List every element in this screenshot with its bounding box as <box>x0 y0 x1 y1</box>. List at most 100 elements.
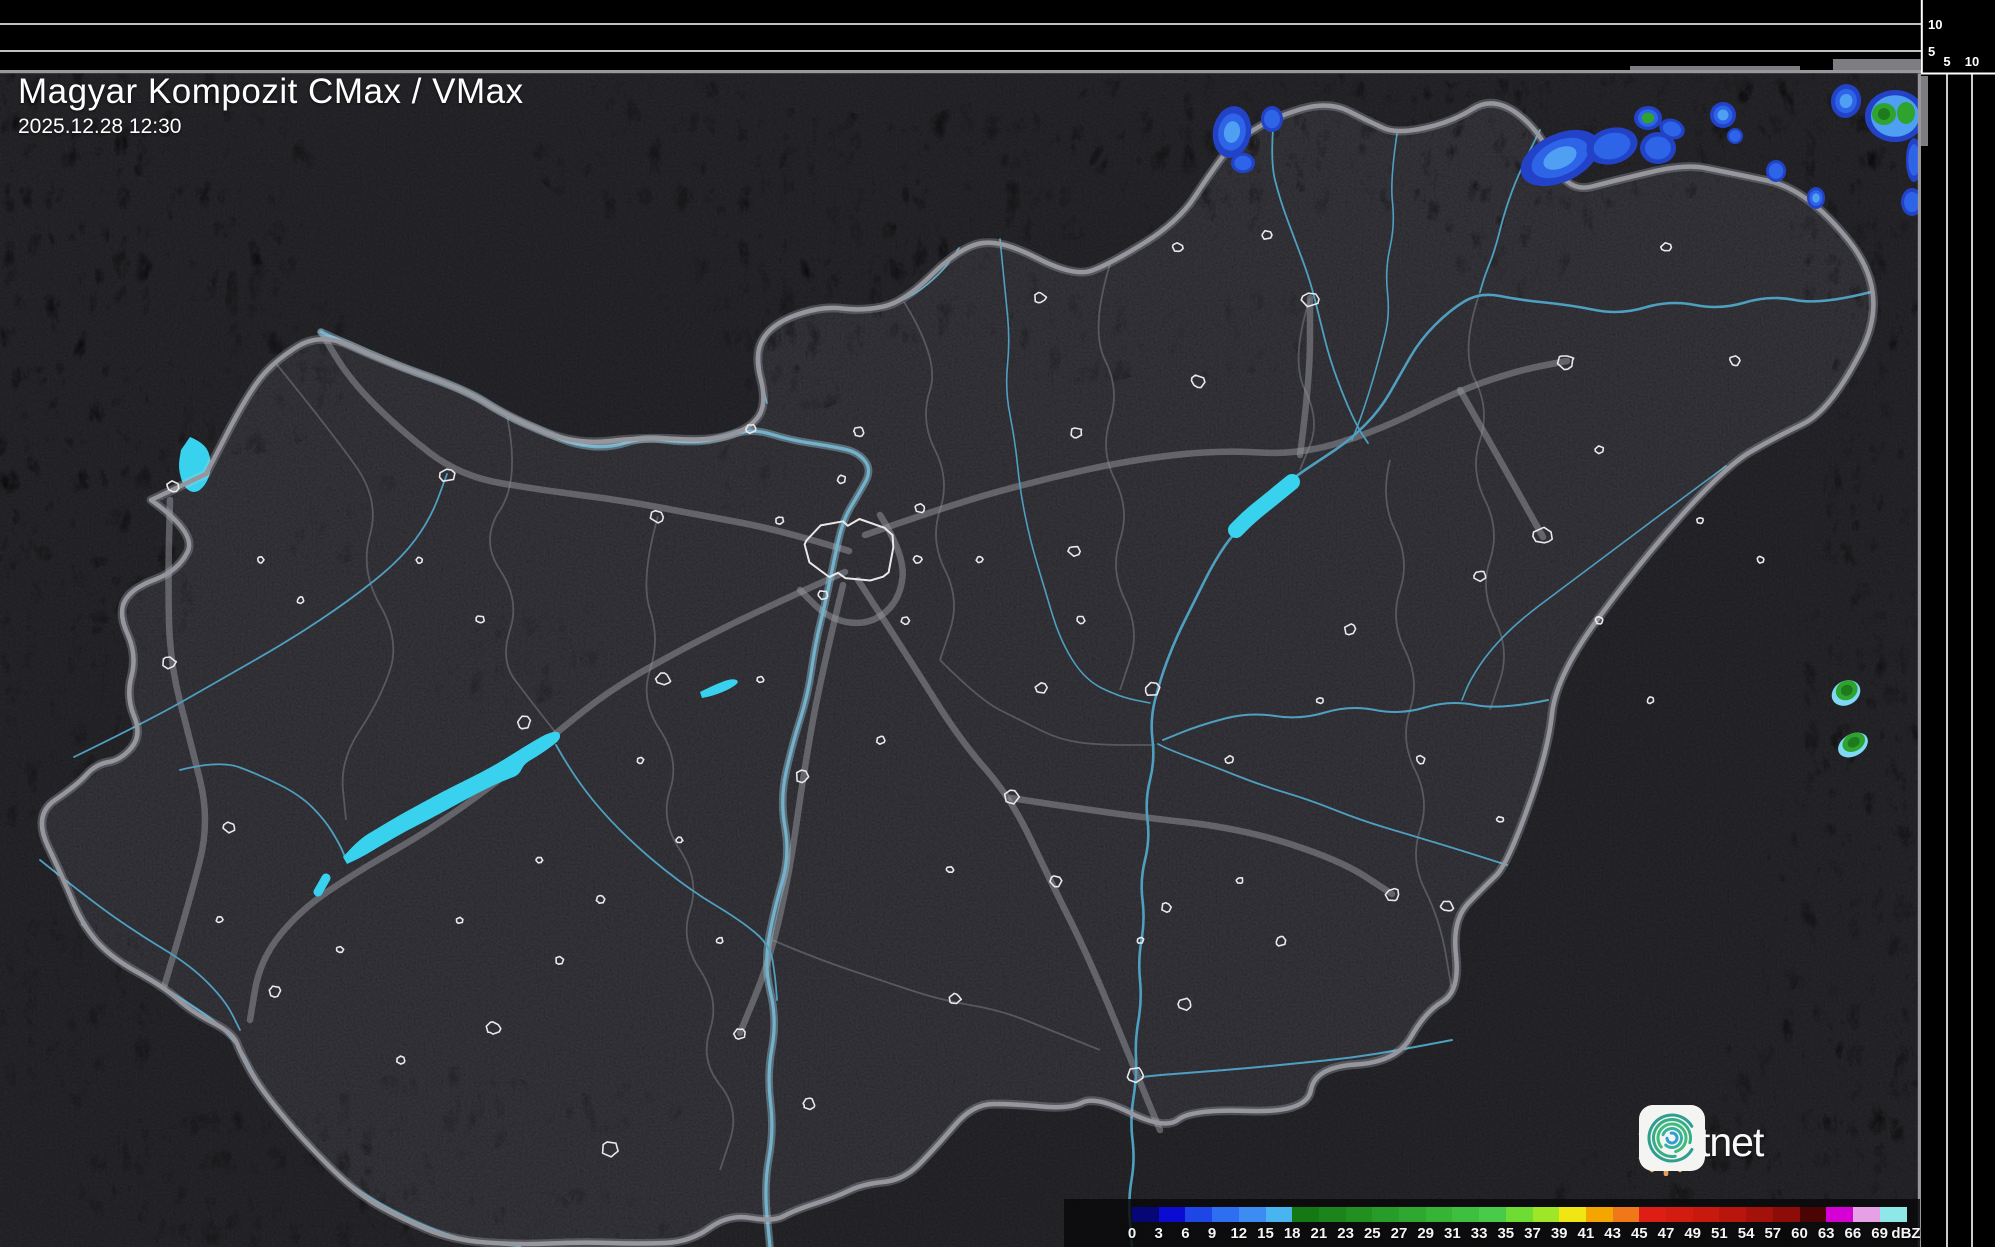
radar-echo <box>1586 127 1638 165</box>
radar-echo <box>1261 106 1283 132</box>
legend-tick-label: 27 <box>1390 1225 1408 1242</box>
city-outline <box>335 945 345 954</box>
legend-tick-label: 29 <box>1417 1225 1435 1242</box>
radar-echo <box>1640 132 1676 164</box>
budapest-outline <box>803 518 895 582</box>
legend-color-cell <box>1318 1207 1347 1222</box>
city-outline <box>222 821 236 834</box>
met-app-icon <box>1639 1105 1705 1171</box>
legend-color-cell <box>1585 1207 1614 1222</box>
city-outline <box>795 769 810 784</box>
city-outline <box>516 715 532 730</box>
city-outline <box>802 1097 816 1111</box>
city-outline <box>415 556 424 565</box>
legend-tick-label: 18 <box>1283 1225 1301 1242</box>
city-outline <box>395 1055 406 1065</box>
city-outline <box>1594 615 1604 625</box>
city-outline <box>636 756 645 765</box>
map-top-border <box>0 70 1921 74</box>
legend-color-cell <box>1212 1207 1240 1222</box>
legend-color-cell <box>1479 1207 1507 1222</box>
city-outline <box>756 675 765 684</box>
city-outline <box>1729 355 1741 367</box>
legend-color-cell <box>1772 1207 1800 1222</box>
city-outline <box>1696 517 1705 525</box>
legend-tick-label: 31 <box>1444 1225 1461 1242</box>
legend-color-cell <box>1238 1207 1266 1222</box>
legend-tick-label: 9 <box>1207 1225 1217 1242</box>
legend-tick-label: 63 <box>1817 1225 1835 1242</box>
city-outline <box>1556 355 1575 371</box>
legend-color-cell <box>1292 1207 1320 1222</box>
city-outline <box>535 856 544 864</box>
radar-echo <box>1231 153 1255 173</box>
city-outline <box>912 555 923 564</box>
country-border <box>37 98 1878 1247</box>
top-panel-projection <box>1630 66 1800 70</box>
radar-echo <box>1831 680 1861 706</box>
city-outline <box>296 596 305 605</box>
city-outline <box>945 866 955 874</box>
legend-tick-label: 57 <box>1764 1225 1782 1242</box>
legend-tick-label: 51 <box>1711 1225 1728 1242</box>
city-outline <box>1275 935 1287 947</box>
legend-tick-label: 21 <box>1310 1225 1328 1242</box>
city-outlines <box>162 170 1765 1158</box>
city-outline <box>1177 997 1192 1011</box>
lakes <box>179 437 1300 897</box>
side-axis-10-label: 10 <box>1965 54 1979 69</box>
city-outline <box>875 735 886 745</box>
legend-color-cell <box>1559 1207 1587 1222</box>
legend-tick-label: 3 <box>1154 1225 1163 1242</box>
city-outline <box>675 836 684 844</box>
legend-tick-label: 33 <box>1470 1225 1488 1242</box>
motorways <box>160 294 1571 1134</box>
city-outline <box>1049 875 1063 888</box>
top-height-panel <box>0 0 1921 74</box>
radar-echo <box>1710 102 1736 128</box>
city-outline <box>1756 555 1765 564</box>
echo-projections <box>1630 59 1928 146</box>
legend-tick-label: 69 <box>1871 1225 1888 1242</box>
legend-color-cell <box>1746 1207 1774 1222</box>
city-outline <box>1532 526 1553 544</box>
legend-color-cell <box>1852 1207 1881 1222</box>
city-outline <box>475 615 485 624</box>
radar-echo <box>1830 84 1862 118</box>
top-axis-10-label: 10 <box>1928 17 1942 32</box>
city-outline <box>1594 445 1605 455</box>
city-outline <box>1076 615 1086 625</box>
city-outline <box>1224 754 1234 765</box>
city-outline <box>1161 902 1172 913</box>
city-outline <box>649 509 665 524</box>
legend-color-cell <box>1158 1207 1186 1222</box>
city-outline <box>1171 242 1184 253</box>
legend-tick-label: 54 <box>1737 1225 1755 1242</box>
dbz-unit-label: dBZ <box>1891 1225 1921 1242</box>
city-outline <box>654 672 672 686</box>
radar-echo <box>1766 160 1786 182</box>
county-borders <box>273 263 1505 1171</box>
city-outline <box>914 503 926 514</box>
legend-color-cell <box>1639 1207 1667 1222</box>
branding: metnet <box>1638 1104 1777 1180</box>
dbz-legend: dBZ 0 3 6 9 12 15 18 21 23 25 27 29 31 33 35 37 39 41 43 45… <box>1064 1199 1921 1247</box>
legend-tick-label: 49 <box>1684 1225 1702 1242</box>
legend-tick-label: 0 <box>1127 1225 1137 1242</box>
city-outline <box>1495 815 1505 823</box>
city-outline <box>268 985 282 998</box>
city-outline <box>1126 1067 1144 1084</box>
city-outline <box>1190 374 1206 389</box>
rivers <box>39 116 1873 1247</box>
legend-color-cell <box>1826 1207 1854 1222</box>
city-outline <box>1415 754 1426 765</box>
legend-tick-label: 23 <box>1337 1225 1354 1242</box>
city-outline <box>900 616 911 626</box>
legend-tick-label: 45 <box>1630 1225 1648 1242</box>
legend-tick-label: 66 <box>1844 1225 1862 1242</box>
city-outline <box>1384 887 1400 902</box>
legend-tick-label: 39 <box>1550 1225 1568 1242</box>
city-outline <box>852 426 865 438</box>
